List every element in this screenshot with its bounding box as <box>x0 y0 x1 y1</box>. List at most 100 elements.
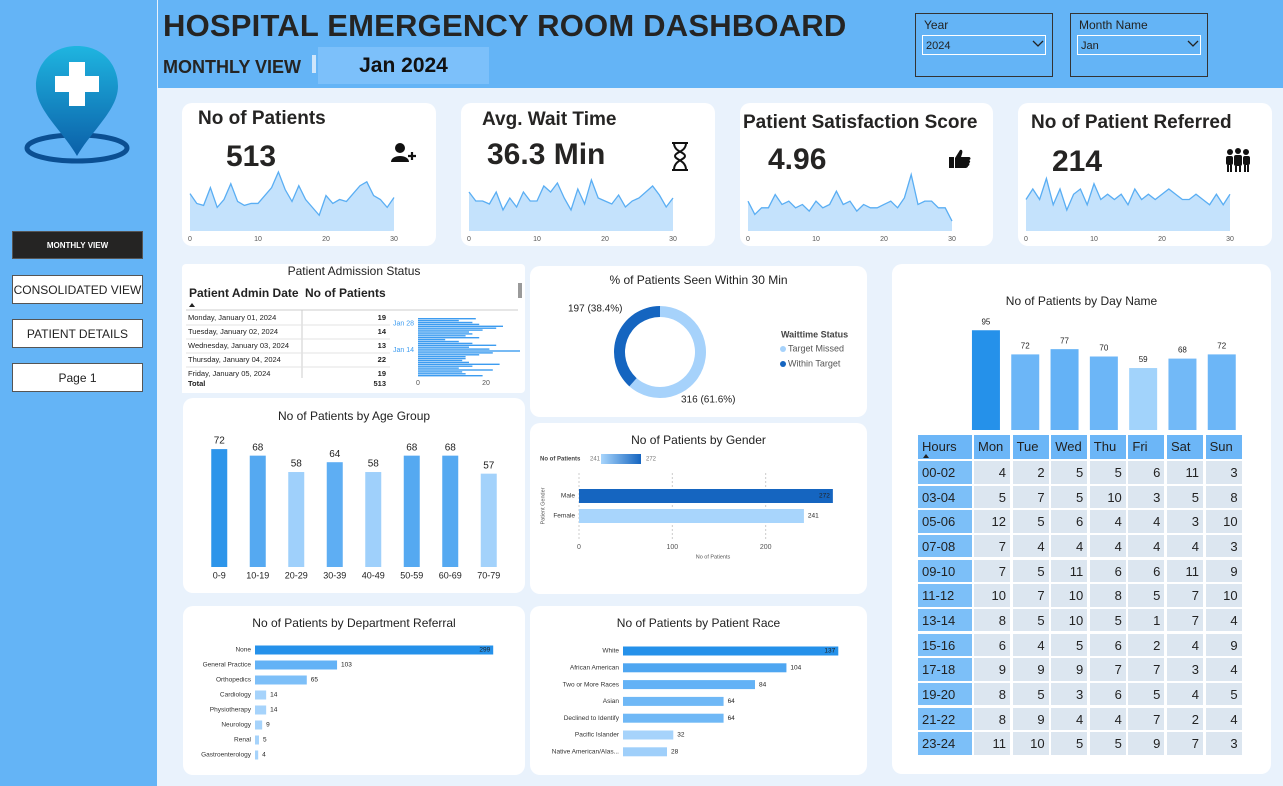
bar <box>255 690 267 700</box>
table-cell: 9 <box>1012 707 1049 730</box>
table-cell: 7 <box>1167 584 1203 607</box>
table-cell: 12 <box>974 510 1010 533</box>
bar <box>326 462 343 567</box>
kpi-title: No of Patients <box>198 108 326 129</box>
x-tick-label: 200 <box>760 544 772 551</box>
bar <box>623 730 674 740</box>
column-header: Sun <box>1205 435 1242 459</box>
y-tick-label: Female <box>553 513 575 520</box>
bar <box>1011 354 1040 430</box>
admission-panel: Patient Admission Status Patient Admin Da… <box>182 264 525 393</box>
bar <box>623 680 755 690</box>
bar <box>255 660 338 670</box>
bar <box>418 359 463 362</box>
bar <box>255 675 307 685</box>
bar <box>211 449 228 567</box>
bar <box>403 455 420 567</box>
data-label: 14 <box>270 692 278 699</box>
chart-svg: % of Patients Seen Within 30 Min 316 (61.… <box>568 273 848 405</box>
table-cell: 3 <box>1128 485 1165 509</box>
sparkline <box>747 172 953 222</box>
table-cell: 11 <box>1051 559 1088 583</box>
chart-svg: No of Patients by Department Referral Non… <box>201 616 494 760</box>
row-header: 07-08 <box>918 534 972 558</box>
y-tick-label: African American <box>570 665 620 672</box>
bar <box>1168 358 1197 430</box>
legend-title: Waittime Status <box>781 329 848 339</box>
table-cell: 8 <box>974 682 1010 706</box>
kpi-card: Avg. Wait Time 36.3 Min 0 10 20 30 <box>461 103 715 246</box>
table-total: Total <box>188 379 205 388</box>
chart-title: No of Patients by Day Name <box>1006 294 1158 308</box>
x-tick-label: 0 <box>577 544 581 551</box>
table-cell: 6 <box>1089 633 1126 657</box>
x-tick-label: 30 <box>669 236 677 243</box>
bar <box>623 663 787 673</box>
table-cell: 5 <box>1205 682 1242 706</box>
logo <box>24 46 130 164</box>
x-tick-label: 0-9 <box>213 570 226 580</box>
table-cell: 3 <box>1205 461 1242 484</box>
table-cell: 9 <box>1128 732 1165 755</box>
legend-label: Target Missed <box>788 343 844 353</box>
table-cell: 14 <box>378 327 387 336</box>
table-cell: 22 <box>378 355 386 364</box>
filter-value[interactable]: 2024 <box>922 35 1046 55</box>
year-filter[interactable]: Year 2024 <box>915 13 1053 77</box>
month-filter[interactable]: Month Name Jan <box>1070 13 1208 77</box>
table-cell: 7 <box>1128 707 1165 730</box>
filter-label: Month Name <box>1079 18 1148 32</box>
nav-button[interactable]: Page 1 <box>12 363 143 392</box>
table-cell: 5 <box>1128 584 1165 607</box>
x-tick-label: 100 <box>666 544 678 551</box>
kpi-value: 513 <box>226 140 277 173</box>
chevron <box>1187 40 1199 47</box>
data-label: 104 <box>790 665 801 672</box>
y-tick-label: Pacific Islander <box>575 732 620 739</box>
bar <box>1089 356 1118 430</box>
nav-button[interactable]: MONTHLY VIEW <box>12 231 143 259</box>
x-tick-label: 10 <box>1090 236 1098 243</box>
data-label: 77 <box>1060 336 1069 345</box>
department-panel: No of Patients by Department Referral Non… <box>183 606 525 775</box>
table-cell: 6 <box>1051 510 1088 533</box>
chart-svg: 0 10 20 30 <box>467 177 677 243</box>
color-scale <box>601 454 641 464</box>
x-tick-label: 30 <box>1226 236 1234 243</box>
data-label: 65 <box>311 677 319 684</box>
y-tick-label: Physiotherapy <box>210 707 252 714</box>
data-label: 72 <box>214 436 226 447</box>
x-tick-label: 20 <box>322 236 330 243</box>
nav-button[interactable]: CONSOLIDATED VIEW <box>12 275 143 304</box>
row-header: 03-04 <box>918 485 972 509</box>
column-header: Sat <box>1167 435 1203 459</box>
table-cell: 4 <box>1205 658 1242 681</box>
data-label: 68 <box>445 442 457 453</box>
sort-icon <box>189 303 195 307</box>
bar <box>418 365 473 367</box>
table-cell: 6 <box>1128 461 1165 484</box>
scrollbar <box>518 283 522 298</box>
filter-label: Year <box>924 18 949 32</box>
filter-value[interactable]: Jan <box>1077 35 1201 55</box>
table-cell: 4 <box>1051 534 1088 558</box>
x-tick-label: 0 <box>416 380 420 387</box>
bar <box>418 363 500 365</box>
bar <box>418 331 469 333</box>
table-cell: 5 <box>1167 485 1203 509</box>
data-label: 28 <box>671 749 679 756</box>
bar <box>623 646 839 656</box>
bar <box>418 335 466 337</box>
bar <box>1129 368 1158 430</box>
table-cell: 11 <box>1167 461 1203 484</box>
chart-svg: No of Patients by Gender 0 100 200 No of Pat… <box>540 433 833 560</box>
nav-button[interactable]: PATIENT DETAILS <box>12 319 143 348</box>
x-tick-label: 10 <box>254 236 262 243</box>
x-tick-label: 0 <box>467 236 471 243</box>
race-panel: No of Patients by Patient Race White 137 Af… <box>530 606 867 775</box>
table-cell: 7 <box>1012 485 1049 509</box>
legend-min: 241 <box>590 457 601 463</box>
table-cell: 3 <box>1051 682 1088 706</box>
row-header: 00-02 <box>918 461 972 484</box>
row-header: 17-18 <box>918 658 972 681</box>
